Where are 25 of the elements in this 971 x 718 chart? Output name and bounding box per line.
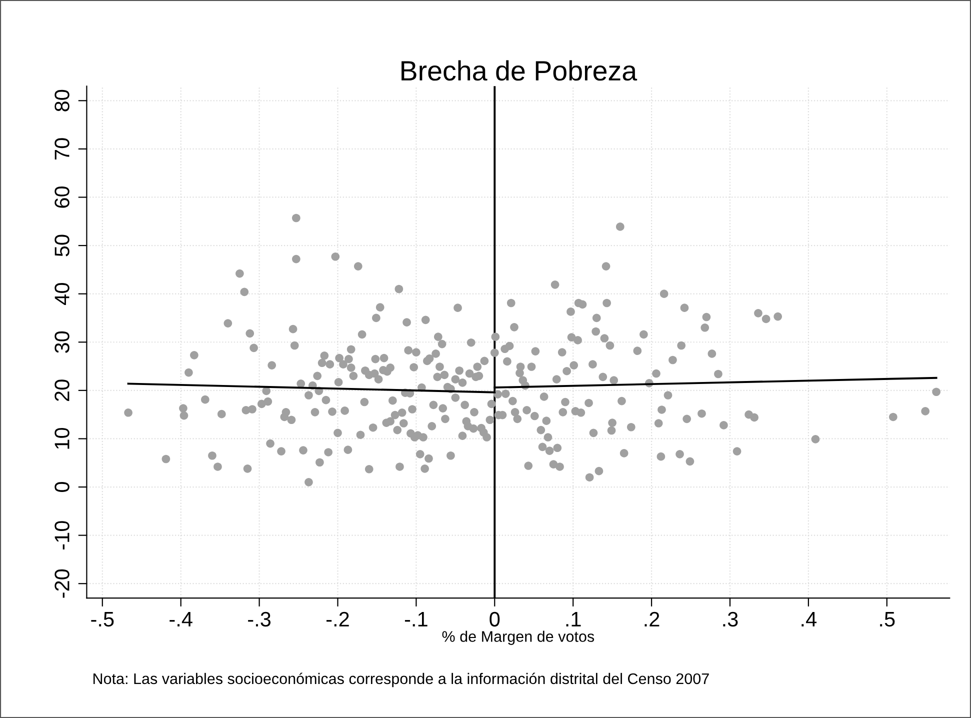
y-tick-label: 20 — [54, 380, 70, 401]
x-axis-title: % de Margen de votos — [442, 630, 594, 645]
y-tick-label: 50 — [54, 234, 70, 256]
x-tick-label: .5 — [880, 612, 895, 627]
y-tick-label: 40 — [54, 283, 70, 305]
text: Nota: Las variables socioeconómicas corresponde a la información distrital del Censo 2007 — [94, 672, 709, 688]
y-tick-label: 70 — [54, 138, 70, 160]
x-tick-label: -.1 — [404, 612, 428, 626]
y-tick-label: -20 — [54, 569, 70, 598]
x-tick-label: 0 — [490, 612, 500, 627]
x-tick-label: .2 — [644, 612, 660, 626]
y-tick-label: 10 — [54, 428, 70, 449]
y-tick-label: 30 — [54, 331, 70, 353]
x-tick-label: -.4 — [170, 612, 192, 626]
x-tick-label: -.5 — [91, 612, 114, 627]
y-tick-label: -10 — [54, 521, 70, 550]
y-tick-label: 60 — [54, 186, 70, 208]
x-tick-label: .1 — [566, 612, 581, 626]
x-tick-label: .4 — [802, 612, 817, 626]
x-tick-label: .3 — [723, 612, 738, 627]
x-tick-label: -.2 — [326, 612, 349, 626]
y-tick-label: 0 — [54, 482, 70, 492]
x-tick-label: -.3 — [248, 612, 271, 627]
y-tick-label: 80 — [54, 90, 70, 112]
chart-title: Brecha de Pobreza — [402, 60, 638, 81]
